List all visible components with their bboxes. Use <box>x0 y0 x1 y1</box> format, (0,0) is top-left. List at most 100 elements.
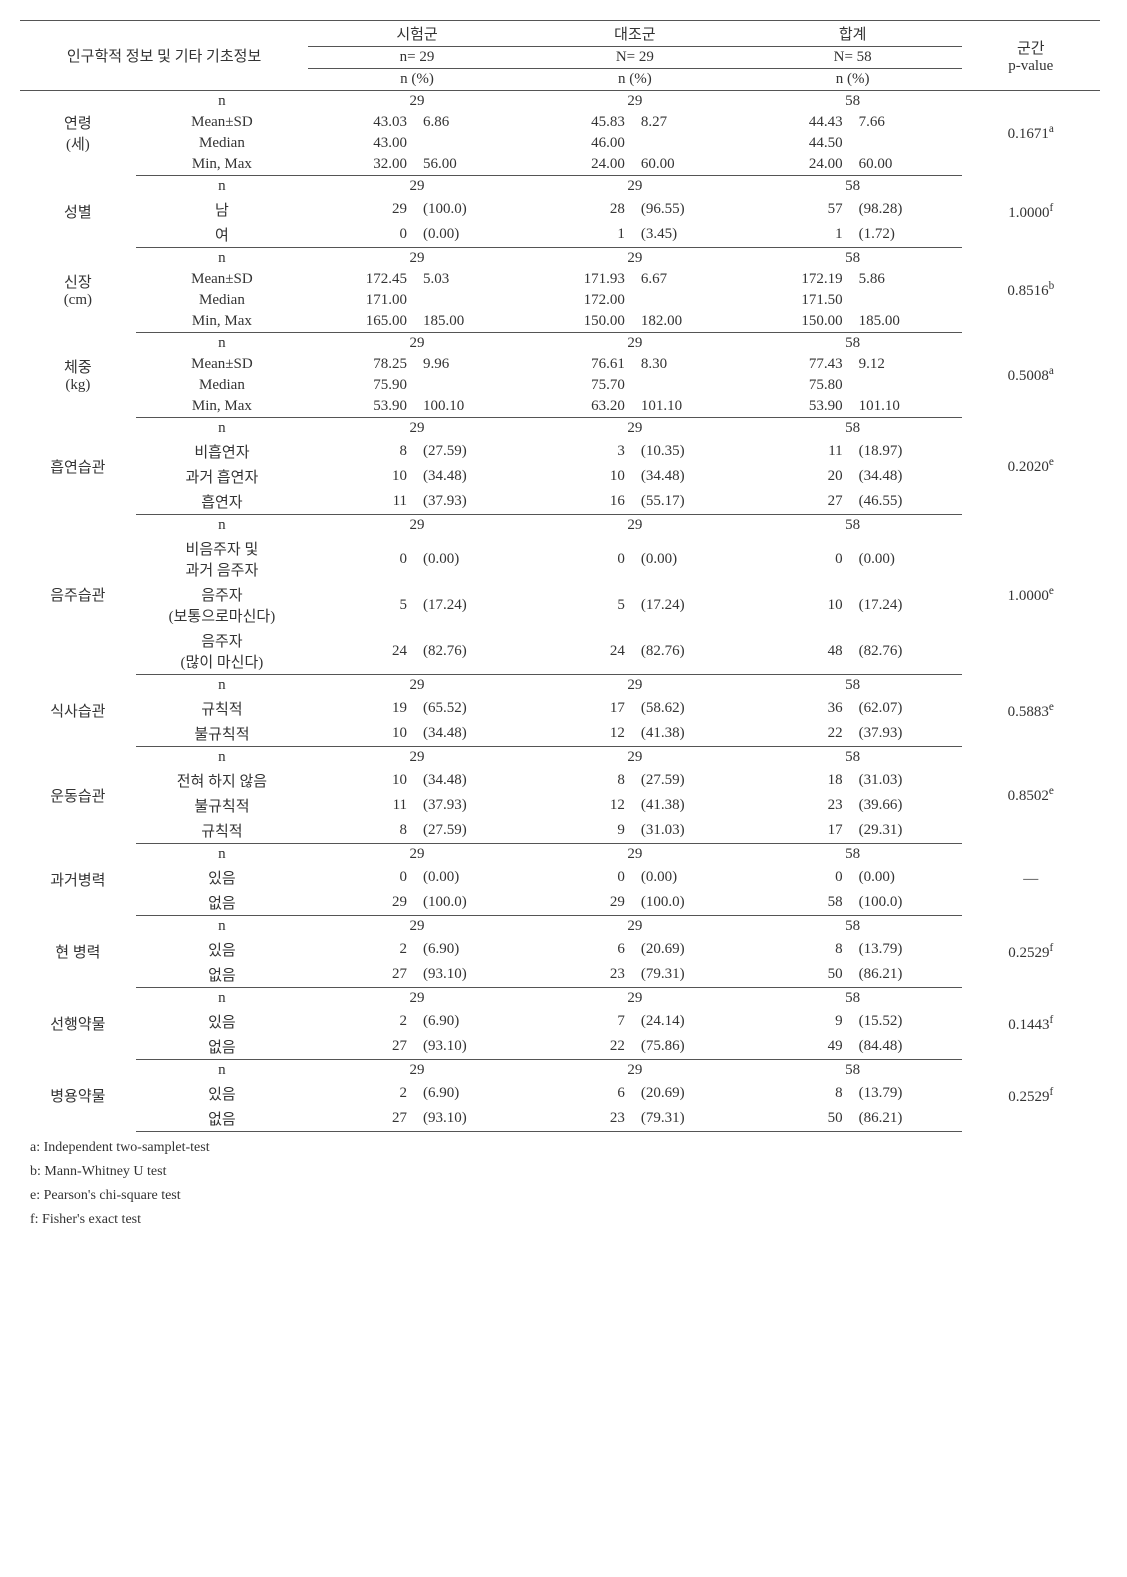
cell-value: 8 <box>744 937 853 962</box>
p-value: 1.0000e <box>962 515 1100 675</box>
cell-value <box>635 375 744 396</box>
cell-value: (31.03) <box>635 818 744 844</box>
cell-value: (41.38) <box>635 721 744 747</box>
cell-value: 58 <box>744 844 962 866</box>
stat-label: n <box>136 1060 308 1082</box>
cell-value: (29.31) <box>853 818 962 844</box>
cell-value: 60.00 <box>635 154 744 176</box>
table-row: 성별n2929581.0000f <box>20 176 1100 198</box>
cell-value <box>417 133 526 154</box>
cell-value: 36 <box>744 696 853 721</box>
cell-value: 19 <box>308 696 417 721</box>
cell-value: (20.69) <box>635 937 744 962</box>
cell-value: (17.24) <box>635 582 744 628</box>
cell-value: 1 <box>744 222 853 248</box>
table-row: 식사습관n2929580.5883e <box>20 675 1100 697</box>
cell-value: 16 <box>526 489 635 515</box>
cell-value: (17.24) <box>417 582 526 628</box>
table-row: 음주자(많이 마신다)24(82.76)24(82.76)48(82.76) <box>20 628 1100 675</box>
stat-label: n <box>136 988 308 1010</box>
cell-value: (58.62) <box>635 696 744 721</box>
cell-value: 58 <box>744 418 962 440</box>
stat-label: 남 <box>136 197 308 222</box>
section-label: 체중(kg) <box>20 333 136 418</box>
table-row: 음주습관n2929581.0000e <box>20 515 1100 537</box>
cell-value: 12 <box>526 721 635 747</box>
table-row: 있음2(6.90)6(20.69)8(13.79) <box>20 937 1100 962</box>
cell-value: 165.00 <box>308 311 417 333</box>
table-row: Min, Max165.00185.00150.00182.00150.0018… <box>20 311 1100 333</box>
cell-value: (27.59) <box>635 768 744 793</box>
cell-value: 46.00 <box>526 133 635 154</box>
cell-value: 8 <box>744 1081 853 1106</box>
stat-label: Mean±SD <box>136 354 308 375</box>
section-label: 식사습관 <box>20 675 136 747</box>
cell-value: 8 <box>308 439 417 464</box>
stat-label: 비흡연자 <box>136 439 308 464</box>
cell-value: 27 <box>744 489 853 515</box>
cell-value: 53.90 <box>308 396 417 418</box>
stat-label: 있음 <box>136 937 308 962</box>
cell-value: 27 <box>308 962 417 988</box>
stat-label: n <box>136 418 308 440</box>
section-label: 선행약물 <box>20 988 136 1060</box>
table-row: 규칙적19(65.52)17(58.62)36(62.07) <box>20 696 1100 721</box>
stat-label: 있음 <box>136 1009 308 1034</box>
stat-label: Median <box>136 290 308 311</box>
table-row: 있음0(0.00)0(0.00)0(0.00) <box>20 865 1100 890</box>
table-row: 없음27(93.10)23(79.31)50(86.21) <box>20 962 1100 988</box>
table-row: 흡연습관n2929580.2020e <box>20 418 1100 440</box>
cell-value: 7.66 <box>853 112 962 133</box>
table-row: 없음29(100.0)29(100.0)58(100.0) <box>20 890 1100 916</box>
cell-value: 5.03 <box>417 269 526 290</box>
cell-value: 5.86 <box>853 269 962 290</box>
header-group-pct: n (%) <box>744 69 962 91</box>
table-row: 전혀 하지 않음10(34.48)8(27.59)18(31.03) <box>20 768 1100 793</box>
header-pvalue: 군간p-value <box>962 21 1100 91</box>
header-group-n: N= 29 <box>526 47 744 69</box>
table-row: Mean±SD172.455.03171.936.67172.195.86 <box>20 269 1100 290</box>
cell-value: 22 <box>526 1034 635 1060</box>
cell-value: (65.52) <box>417 696 526 721</box>
cell-value: 9 <box>526 818 635 844</box>
cell-value: (39.66) <box>853 793 962 818</box>
cell-value: 185.00 <box>853 311 962 333</box>
table-row: 있음2(6.90)7(24.14)9(15.52) <box>20 1009 1100 1034</box>
p-value: — <box>962 844 1100 916</box>
cell-value: 29 <box>526 916 744 938</box>
stat-label: n <box>136 176 308 198</box>
table-row: 과거병력n292958— <box>20 844 1100 866</box>
stat-label: n <box>136 916 308 938</box>
p-value: 0.2020e <box>962 418 1100 515</box>
cell-value: 172.45 <box>308 269 417 290</box>
cell-value: 0 <box>308 222 417 248</box>
stat-label: 비음주자 및과거 음주자 <box>136 536 308 582</box>
table-row: Min, Max32.0056.0024.0060.0024.0060.00 <box>20 154 1100 176</box>
table-row: Mean±SD43.036.8645.838.2744.437.66 <box>20 112 1100 133</box>
table-row: 운동습관n2929580.8502e <box>20 747 1100 769</box>
cell-value: (17.24) <box>853 582 962 628</box>
table-row: Median43.0046.0044.50 <box>20 133 1100 154</box>
cell-value: 23 <box>526 962 635 988</box>
cell-value: 10 <box>744 582 853 628</box>
cell-value: 10 <box>308 721 417 747</box>
p-value: 0.2529f <box>962 916 1100 988</box>
cell-value: (0.00) <box>417 222 526 248</box>
stat-label: 과거 흡연자 <box>136 464 308 489</box>
cell-value: 101.10 <box>853 396 962 418</box>
cell-value: 24 <box>308 628 417 675</box>
cell-value: 57 <box>744 197 853 222</box>
cell-value: 0 <box>744 536 853 582</box>
stat-label: 있음 <box>136 1081 308 1106</box>
cell-value: 29 <box>526 988 744 1010</box>
cell-value: (34.48) <box>853 464 962 489</box>
cell-value: (93.10) <box>417 1106 526 1132</box>
header-group-n: N= 58 <box>744 47 962 69</box>
cell-value: 10 <box>526 464 635 489</box>
cell-value: 6.86 <box>417 112 526 133</box>
cell-value <box>417 290 526 311</box>
stat-label: 전혀 하지 않음 <box>136 768 308 793</box>
cell-value: 8.27 <box>635 112 744 133</box>
cell-value: 171.00 <box>308 290 417 311</box>
table-row: 불규칙적10(34.48)12(41.38)22(37.93) <box>20 721 1100 747</box>
